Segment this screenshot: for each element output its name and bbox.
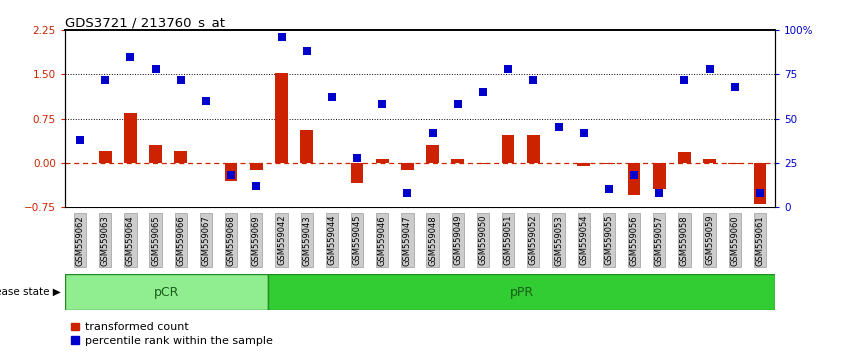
Point [627, 172, 641, 178]
Text: GSM559044: GSM559044 [327, 215, 336, 266]
Point [426, 130, 440, 136]
Point [124, 54, 138, 59]
Bar [99, 151, 112, 163]
Text: GSM559053: GSM559053 [554, 215, 563, 266]
Point [300, 48, 313, 54]
Point [275, 34, 288, 40]
Text: GSM559045: GSM559045 [352, 215, 362, 266]
Text: GSM559060: GSM559060 [730, 215, 740, 266]
Text: GSM559069: GSM559069 [252, 215, 261, 266]
Bar [301, 130, 313, 163]
Point [350, 155, 364, 160]
Bar [401, 163, 414, 170]
Bar [628, 163, 640, 195]
Bar [753, 163, 766, 204]
Bar [149, 145, 162, 163]
Text: GSM559064: GSM559064 [126, 215, 135, 266]
Bar [268, 274, 775, 310]
Point [552, 125, 565, 130]
Bar [678, 152, 691, 163]
Text: GSM559050: GSM559050 [478, 215, 488, 266]
Point [652, 190, 666, 196]
Point [577, 130, 591, 136]
Text: GSM559043: GSM559043 [302, 215, 311, 266]
Text: GSM559062: GSM559062 [75, 215, 85, 266]
Point [325, 95, 339, 100]
Text: GSM559056: GSM559056 [630, 215, 638, 266]
Text: GDS3721 / 213760_s_at: GDS3721 / 213760_s_at [65, 16, 225, 29]
Bar [426, 145, 439, 163]
Text: GSM559047: GSM559047 [403, 215, 412, 266]
Point [99, 77, 113, 82]
Bar [703, 159, 716, 163]
Text: GSM559049: GSM559049 [453, 215, 462, 266]
Bar [376, 159, 389, 163]
Text: pPR: pPR [509, 286, 533, 298]
Point [451, 102, 465, 107]
Point [174, 77, 188, 82]
Point [753, 190, 767, 196]
Point [73, 137, 87, 143]
Bar [174, 151, 187, 163]
Bar [653, 163, 666, 189]
Point [677, 77, 691, 82]
Point [702, 66, 716, 72]
Point [199, 98, 213, 104]
Text: disease state ▶: disease state ▶ [0, 287, 61, 297]
Text: GSM559057: GSM559057 [655, 215, 663, 266]
Text: GSM559068: GSM559068 [227, 215, 236, 266]
Bar [351, 163, 364, 183]
Bar [124, 113, 137, 163]
Bar [502, 135, 514, 163]
Point [375, 102, 389, 107]
Bar [451, 159, 464, 163]
Bar [728, 163, 741, 164]
Point [249, 183, 263, 189]
Point [527, 77, 540, 82]
Text: GSM559063: GSM559063 [100, 215, 110, 266]
Text: GSM559048: GSM559048 [428, 215, 437, 266]
Bar [527, 135, 540, 163]
Text: GSM559051: GSM559051 [504, 215, 513, 266]
Text: GSM559054: GSM559054 [579, 215, 588, 266]
Text: GSM559042: GSM559042 [277, 215, 286, 266]
Point [476, 89, 490, 95]
Bar [603, 163, 615, 164]
Text: GSM559052: GSM559052 [529, 215, 538, 266]
Text: GSM559059: GSM559059 [705, 215, 714, 266]
Text: GSM559061: GSM559061 [755, 215, 765, 266]
Point [602, 187, 616, 192]
Point [501, 66, 515, 72]
Point [149, 66, 163, 72]
Bar [476, 163, 489, 164]
Text: GSM559067: GSM559067 [202, 215, 210, 266]
Bar [250, 163, 262, 170]
Text: GSM559046: GSM559046 [378, 215, 387, 266]
Point [224, 172, 238, 178]
Point [727, 84, 741, 90]
Text: GSM559066: GSM559066 [177, 215, 185, 266]
Legend: transformed count, percentile rank within the sample: transformed count, percentile rank withi… [70, 322, 273, 346]
Point [400, 190, 414, 196]
Bar [225, 163, 237, 181]
Text: pCR: pCR [153, 286, 179, 298]
Bar [275, 73, 288, 163]
Text: GSM559065: GSM559065 [151, 215, 160, 266]
Bar [65, 274, 268, 310]
Text: GSM559055: GSM559055 [604, 215, 613, 266]
Text: GSM559058: GSM559058 [680, 215, 689, 266]
Bar [578, 163, 590, 166]
